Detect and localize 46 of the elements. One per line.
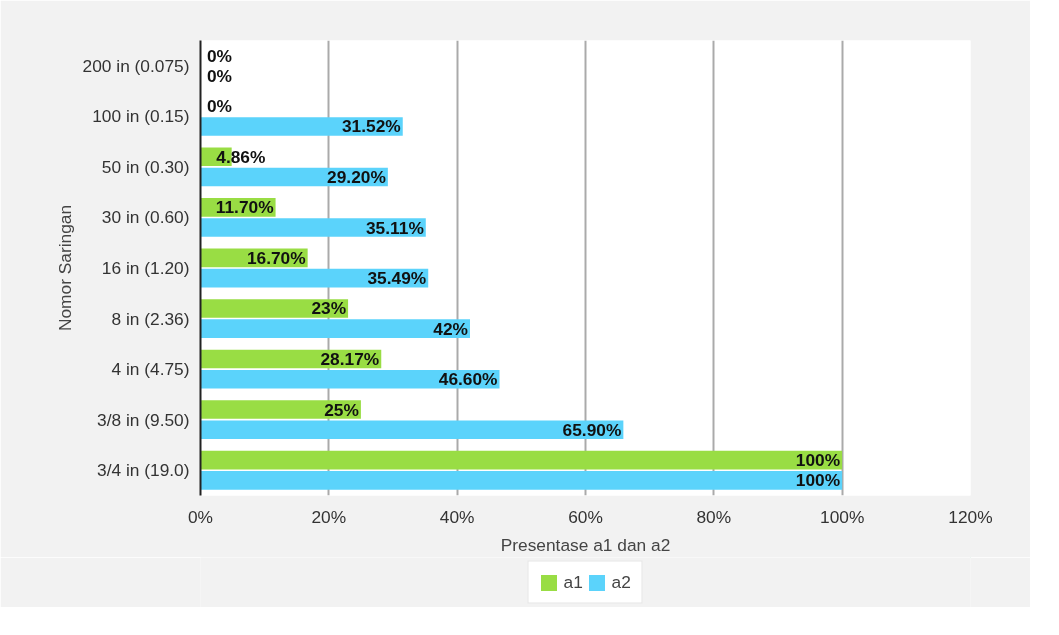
data-label: 23% [311, 298, 347, 319]
data-label: 0% [206, 65, 232, 86]
data-label: 100% [795, 470, 841, 491]
data-label: 42% [433, 318, 469, 339]
y-tick-label: 100 in (0.15) [92, 106, 190, 127]
data-label: 29.20% [327, 167, 386, 187]
x-tick-label: 0% [187, 506, 214, 527]
x-tick-label: 80% [696, 506, 732, 527]
data-label: 65.90% [562, 419, 622, 440]
bar [200, 369, 500, 389]
y-tick-label: 16 in (1.20) [101, 258, 190, 278]
bar [200, 450, 843, 470]
data-label: 0% [206, 45, 232, 66]
data-label: 31.52% [341, 116, 401, 137]
data-label: 100% [795, 450, 841, 471]
x-axis-title: Presentase a1 dan a2 [500, 534, 671, 555]
legend-label: a2 [611, 571, 632, 593]
data-label: 46.60% [438, 369, 498, 390]
x-tick-label: 100% [820, 506, 865, 527]
bar [200, 471, 843, 490]
x-tick-label: 60% [568, 506, 603, 527]
y-tick-label: 8 in (2.36) [111, 308, 190, 329]
bar [200, 420, 624, 440]
bar [200, 299, 349, 318]
bar [200, 218, 426, 237]
bar [200, 319, 470, 338]
y-tick-label: 4 in (4.75) [111, 359, 190, 380]
data-label: 35.11% [365, 217, 424, 238]
y-tick-label: 50 in (0.30) [101, 156, 190, 177]
x-tick-label: 20% [311, 506, 347, 527]
y-tick-label: 3/4 in (19.0) [97, 460, 190, 481]
bar [200, 400, 361, 419]
data-label: 28.17% [320, 349, 380, 369]
bar [200, 117, 403, 136]
data-label: 35.49% [367, 268, 427, 289]
data-label: 11.70% [215, 197, 274, 218]
x-tick-label: 40% [439, 506, 475, 527]
legend-label: a1 [563, 571, 584, 593]
y-axis-title: Nomor Saringan [54, 204, 75, 332]
y-tick-label: 30 in (0.60) [101, 207, 190, 228]
data-label: 25% [324, 399, 359, 420]
y-tick-label: 3/8 in (9.50) [97, 409, 190, 430]
data-label: 0% [206, 96, 232, 117]
y-tick-label: 200 in (0.075) [82, 55, 190, 76]
data-label: 16.70% [246, 247, 306, 268]
x-tick-label: 120% [948, 506, 993, 527]
